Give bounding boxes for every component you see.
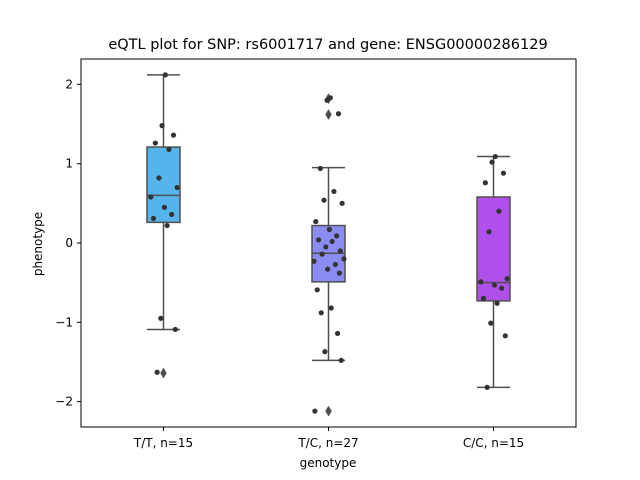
y-axis-label: phenotype	[31, 212, 45, 276]
data-point	[337, 248, 343, 254]
x-tick-label: T/C, n=27	[297, 436, 358, 450]
data-point	[170, 132, 177, 138]
data-point	[318, 310, 324, 316]
data-point	[313, 218, 319, 225]
outlier-marker	[160, 367, 167, 379]
data-point	[169, 211, 175, 218]
data-point	[324, 266, 331, 272]
data-point	[491, 282, 498, 288]
x-axis-label: genotype	[300, 456, 357, 470]
data-point	[323, 244, 329, 250]
data-point	[502, 333, 508, 339]
box-group-3	[476, 153, 511, 390]
data-point	[322, 349, 328, 355]
y-tick-label: −1	[55, 315, 73, 329]
plot-area: 2 1 0 −1 −2 T/T, n=15 T/C, n=27 C/C, n=15	[55, 72, 524, 450]
data-point	[489, 159, 495, 165]
y-tick-label: 1	[65, 157, 73, 171]
data-point	[499, 285, 505, 291]
data-point	[494, 300, 500, 306]
data-point	[478, 279, 484, 285]
data-point	[331, 188, 337, 195]
data-point	[492, 153, 498, 160]
data-point	[332, 261, 338, 268]
x-tick-label: C/C, n=15	[463, 436, 524, 450]
data-point	[311, 258, 317, 264]
data-point	[148, 194, 154, 200]
data-point	[166, 146, 172, 153]
data-point	[488, 320, 494, 326]
data-point	[314, 287, 320, 293]
data-point	[161, 204, 168, 210]
data-point	[156, 175, 162, 181]
data-point	[319, 251, 325, 257]
data-point	[486, 229, 492, 235]
box-group-2	[311, 93, 347, 417]
data-point	[154, 369, 160, 375]
data-point	[321, 197, 327, 203]
data-point	[150, 215, 157, 222]
y-tick-label: 0	[65, 236, 73, 250]
data-point	[152, 140, 158, 146]
data-point	[162, 72, 168, 78]
outlier-marker	[325, 109, 332, 121]
data-point	[172, 326, 178, 333]
data-point	[334, 233, 340, 239]
data-point	[341, 256, 347, 262]
y-tick-label: 2	[65, 77, 73, 91]
data-point	[174, 184, 180, 191]
data-point	[335, 111, 342, 117]
y-tick-label: −2	[55, 395, 73, 409]
data-point	[480, 295, 487, 302]
data-point	[500, 170, 507, 176]
data-point	[159, 123, 165, 129]
data-point	[158, 315, 164, 321]
data-point	[328, 305, 334, 311]
data-point	[329, 238, 335, 245]
data-point	[484, 384, 490, 390]
data-point	[326, 226, 333, 233]
x-tick-label: T/T, n=15	[133, 436, 193, 450]
data-point	[338, 357, 344, 363]
data-point	[324, 97, 330, 103]
plot-frame	[80, 58, 577, 428]
data-point	[164, 222, 170, 229]
data-point	[504, 276, 510, 282]
chart-title: eQTL plot for SNP: rs6001717 and gene: E…	[108, 37, 547, 53]
outlier-marker	[325, 405, 332, 417]
data-point	[315, 237, 322, 243]
data-point	[334, 330, 341, 337]
box-group-1	[146, 72, 181, 379]
data-point	[312, 408, 318, 414]
data-point	[496, 208, 502, 214]
iqr-box	[146, 146, 181, 224]
data-point	[339, 200, 345, 206]
data-point	[482, 180, 488, 186]
data-point	[317, 165, 323, 172]
data-point	[336, 270, 342, 276]
